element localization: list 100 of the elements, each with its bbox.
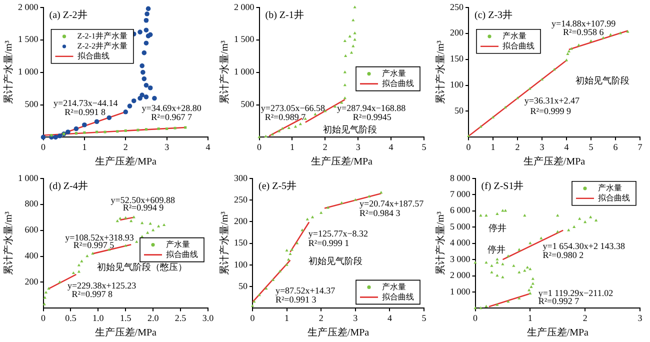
x-axis-title: 生产压差/MPa [526,326,590,339]
y-tick-label: 5 000 [450,221,471,232]
legend-label: 拟合曲线 [77,51,110,60]
x-tick-label: 3 [164,142,170,152]
annotation: y=52.50x+609.88 [110,194,176,205]
x-tick-label: 0 [257,142,262,152]
y-tick-label: 800 [24,198,39,209]
legend-label: 产水量 [502,31,526,40]
y-tick-label: 7 000 [450,188,471,199]
y-tick-label: 2 000 [234,2,255,12]
x-tick-label: 2 [123,142,128,152]
annotation: y=125.77x−8.32 [308,228,368,239]
chart-title: (b) Z-1井 [265,9,304,22]
annotation: R²=0.9945 [352,112,392,122]
x-tick-label: 1 [528,312,532,323]
x-tick-label: 4 [206,142,211,152]
y-tick-label: 1 500 [18,34,39,44]
y-axis-title: 累计产水量/m³ [434,40,447,104]
x-tick-label: 0 [250,312,256,323]
annotation: R²=0.958 6 [562,27,604,38]
x-tick-label: 1.0 [92,312,104,323]
annotation: y=108.52x+318.93 [65,232,134,242]
legend-label: 拟合曲线 [166,250,198,259]
annotation: R²=0.991 3 [275,294,317,304]
annotation: 初始见气阶段 [323,124,378,134]
annotation: 停井 [487,244,506,254]
x-axis-title: 生产压差/MPa [94,156,158,168]
y-tick-label: 3 000 [450,254,471,264]
y-tick-label: 150 [450,54,464,64]
x-axis-title: 生产压差/MPa [310,156,374,168]
x-tick-label: 1 [490,142,496,152]
x-tick-label: 1 [82,142,87,152]
legend-label: 拟合曲线 [502,41,534,50]
x-tick-label: 1.5 [120,312,132,323]
y-tick-label: 4 000 [450,238,471,248]
x-tick-label: 1 [284,312,290,323]
x-axis-title: 生产压差/MPa [94,326,158,339]
x-tick-label: 3.0 [202,312,214,323]
chart-title: (e) Z-5井 [258,180,297,192]
y-tick-label: 500 [240,99,255,110]
y-axis-title: 累计产水量/m³ [218,40,231,104]
y-tick-label: 1 000 [234,66,255,77]
x-tick-label: 0 [466,142,472,152]
annotation: R²=0.991 8 [64,107,106,118]
y-tick-label: 150 [234,238,248,248]
y-axis-title: 累计产水量/m³ [2,212,15,276]
x-tick-label: 6 [613,142,618,152]
annotation: y=287.94x−168.88 [337,103,406,114]
legend-label: 拟合曲线 [598,193,630,202]
legend-label: 产水量 [382,68,406,78]
x-tick-label: 5 [588,142,594,152]
annotation: R²=0.967 7 [151,112,192,122]
annotation: R²=0.980 2 [542,250,584,260]
y-tick-label: 250 [450,2,464,12]
annotation: 初始见气阶段 [308,256,362,266]
chart-title: (c) Z-3井 [474,9,513,22]
y-tick-label: 100 [450,80,464,90]
y-tick-label: 2 000 [450,270,471,280]
x-tick-label: 2.0 [147,312,160,323]
legend-label: Z-2-1井产水量 [77,31,128,40]
x-tick-label: 2 [322,142,328,152]
x-tick-label: 0 [473,312,478,323]
x-tick-label: 5 [422,312,427,323]
legend-label: 拟合曲线 [382,78,414,88]
annotation: R²=0.999 9 [530,106,572,116]
annotation: y=20.74x+187.57 [360,198,424,209]
x-tick-label: 3 [353,312,358,323]
y-tick-label: 200 [450,28,464,38]
annotation: R²=0.992 7 [538,296,580,306]
annotation: R²=0.994 9 [122,202,164,213]
legend-label: 拟合曲线 [382,292,414,302]
y-axis-title: 累计产水量/m³ [2,40,15,104]
annotation: y=229.38x+125.23 [67,280,137,290]
x-tick-label: 0 [41,142,46,152]
y-axis-title: 累计产水量/m³ [218,212,231,276]
x-tick-label: 2.5 [174,312,187,323]
annotation: R²=0.989 7 [264,112,306,122]
annotation: y=14.88x+107.99 [552,18,616,28]
x-tick-label: 1 [290,142,294,152]
y-tick-label: 250 [234,194,248,204]
annotation: y=214.73x−44.14 [54,98,118,108]
annotation: y=36.31x+2.47 [524,96,580,106]
annotation: y=34.69x+28.80 [142,103,202,114]
x-tick-label: 3 [356,142,361,152]
annotation: R²=0.999 1 [308,238,350,248]
annotation: 停井 [488,223,506,234]
x-tick-label: 0.5 [65,312,77,323]
legend-label: Z-2-2井产水量 [77,41,128,50]
x-tick-label: 5 [422,142,427,152]
annotation: R²=0.984 3 [360,208,401,218]
y-tick-label: 6 000 [450,205,471,216]
y-tick-label: 300 [234,172,248,183]
annotation: y=87.52x+14.37 [275,286,336,296]
y-tick-label: 2 000 [18,2,39,12]
y-axis-title: 累计产水量/m³ [434,212,447,276]
annotation: y=1 654.30x+2 143.38 [542,240,626,251]
annotation: 初始见气阶段（憋压） [97,262,188,272]
annotation: R²=0.997 5 [73,240,115,250]
x-axis-title: 生产压差/MPa [523,156,586,168]
x-tick-label: 4 [564,142,570,152]
